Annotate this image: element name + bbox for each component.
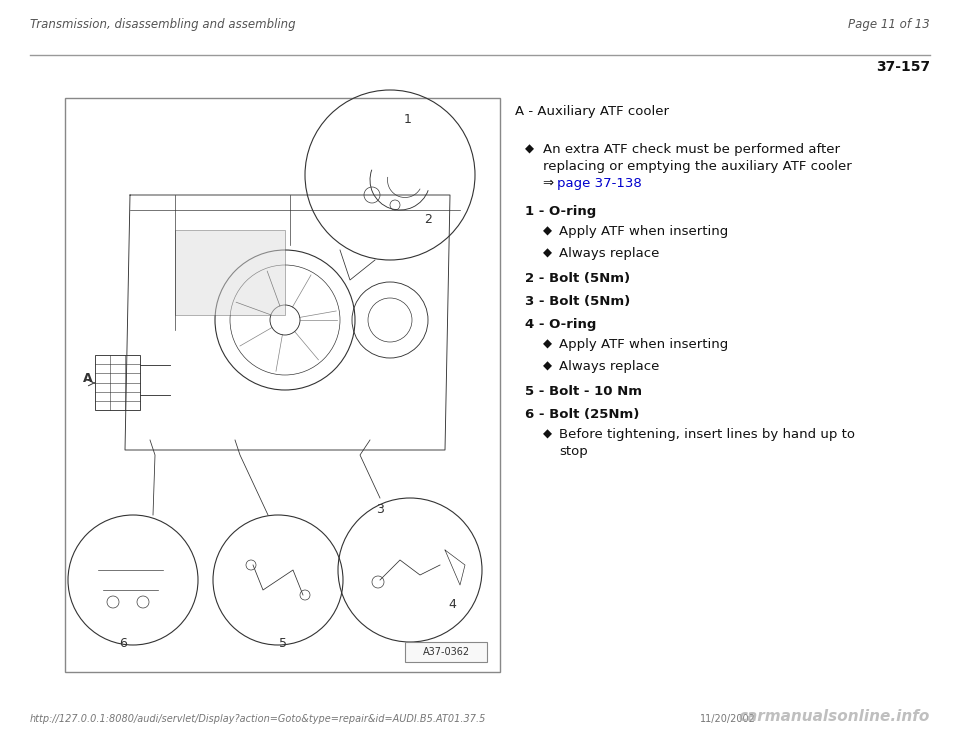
Text: A37-0362: A37-0362: [422, 647, 469, 657]
Text: 4: 4: [448, 598, 456, 611]
Text: Before tightening, insert lines by hand up to: Before tightening, insert lines by hand …: [559, 428, 855, 441]
Text: 6 - Bolt (25Nm): 6 - Bolt (25Nm): [525, 408, 639, 421]
Text: 3 - Bolt (5Nm): 3 - Bolt (5Nm): [525, 295, 631, 308]
Text: 1: 1: [404, 113, 412, 126]
Text: stop: stop: [559, 445, 588, 458]
Bar: [405, 642, 487, 662]
Text: A - Auxiliary ATF cooler: A - Auxiliary ATF cooler: [515, 105, 669, 118]
Text: ◆: ◆: [543, 338, 552, 351]
Text: carmanualsonline.info: carmanualsonline.info: [738, 709, 930, 724]
Text: ◆: ◆: [543, 247, 552, 260]
Text: 37-157: 37-157: [876, 60, 930, 74]
Text: 5 - Bolt - 10 Nm: 5 - Bolt - 10 Nm: [525, 385, 642, 398]
Text: 2 - Bolt (5Nm): 2 - Bolt (5Nm): [525, 272, 630, 285]
Text: Transmission, disassembling and assembling: Transmission, disassembling and assembli…: [30, 18, 296, 31]
Text: ◆: ◆: [543, 428, 552, 441]
Text: An extra ATF check must be performed after: An extra ATF check must be performed aft…: [543, 143, 840, 156]
Text: http://127.0.0.1:8080/audi/servlet/Display?action=Goto&type=repair&id=AUDI.B5.AT: http://127.0.0.1:8080/audi/servlet/Displ…: [30, 714, 487, 724]
Text: 4 - O-ring: 4 - O-ring: [525, 318, 596, 331]
Text: replacing or emptying the auxiliary ATF cooler: replacing or emptying the auxiliary ATF …: [543, 160, 852, 173]
Text: 1 - O-ring: 1 - O-ring: [525, 205, 596, 218]
Bar: [95, 355, 140, 410]
Text: 6: 6: [119, 637, 127, 650]
Text: 2: 2: [424, 213, 432, 226]
Text: ⇒: ⇒: [543, 177, 559, 190]
Text: Always replace: Always replace: [559, 360, 660, 373]
Bar: [65, 98, 500, 672]
Text: ◆: ◆: [525, 143, 534, 156]
Text: Always replace: Always replace: [559, 247, 660, 260]
Text: A: A: [83, 372, 92, 384]
Text: Apply ATF when inserting: Apply ATF when inserting: [559, 338, 729, 351]
Text: 5: 5: [279, 637, 287, 650]
Text: 3: 3: [376, 503, 384, 516]
Text: ◆: ◆: [543, 225, 552, 238]
Text: Apply ATF when inserting: Apply ATF when inserting: [559, 225, 729, 238]
Text: ◆: ◆: [543, 360, 552, 373]
Text: page 37-138: page 37-138: [557, 177, 641, 190]
Bar: [175, 230, 285, 315]
Text: 11/20/2002: 11/20/2002: [700, 714, 756, 724]
Text: Page 11 of 13: Page 11 of 13: [849, 18, 930, 31]
